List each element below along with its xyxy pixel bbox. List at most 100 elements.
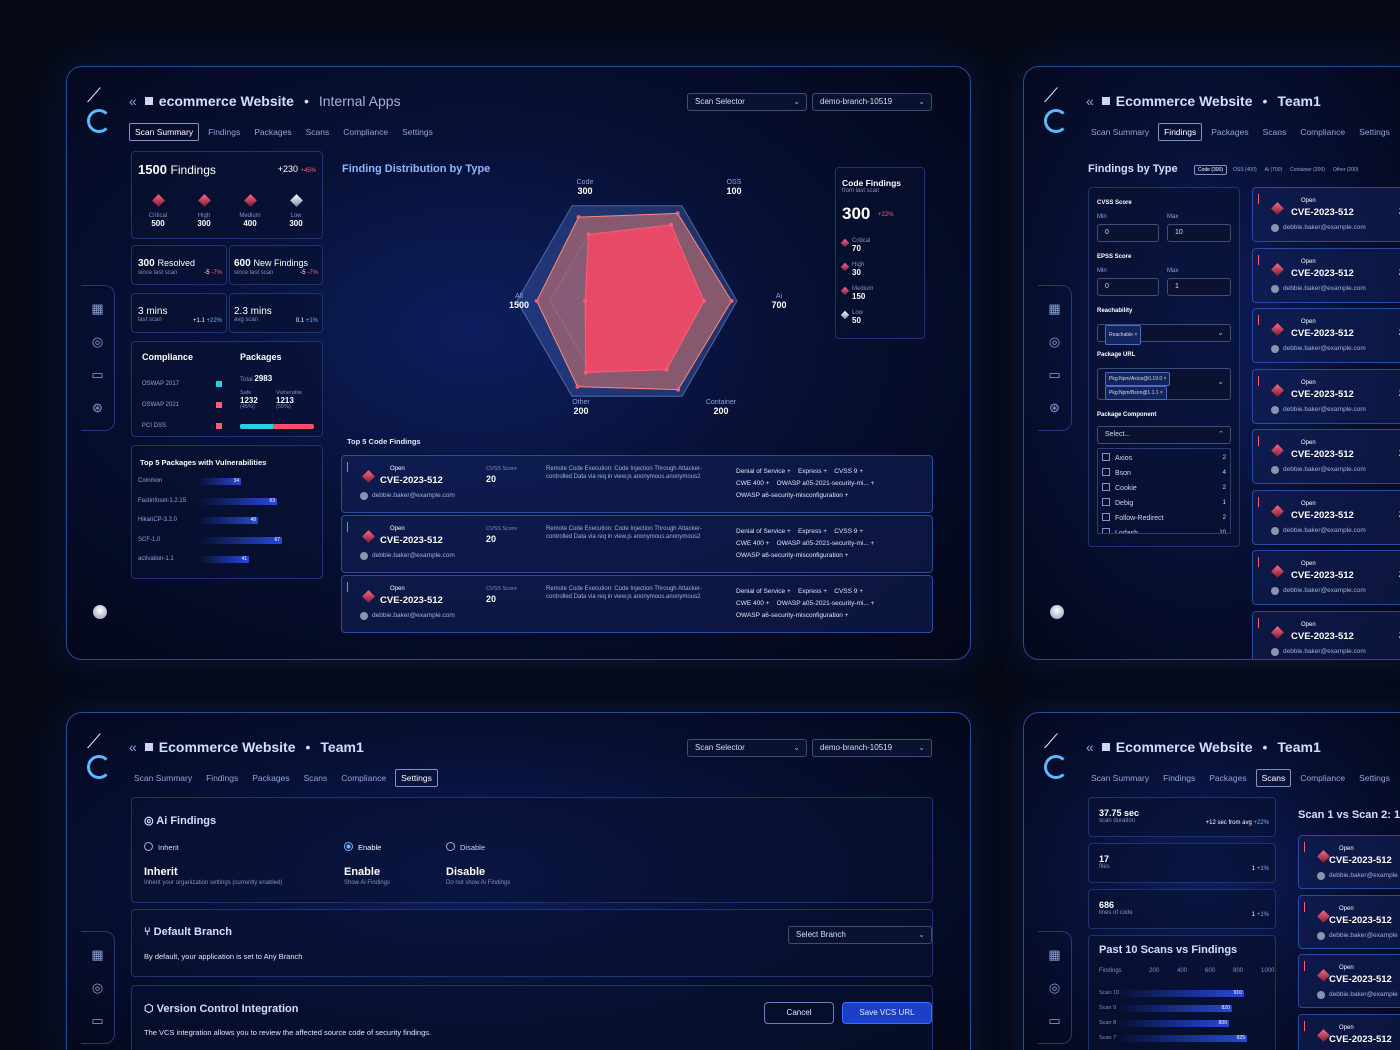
grid-icon[interactable]: ▦	[91, 947, 104, 962]
finding-cve[interactable]: CVE-2023-512	[1291, 207, 1354, 218]
finding-cve[interactable]: CVE-2023-512	[380, 535, 443, 546]
finding-cve[interactable]: CVE-2023-512	[1329, 914, 1392, 926]
monitor-icon[interactable]: ▭	[91, 367, 104, 382]
branch-selector[interactable]: demo-branch-10519 ⌄	[812, 93, 932, 111]
scan-selector[interactable]: Scan Selector ⌄	[687, 739, 807, 757]
back-icon[interactable]: «	[1086, 93, 1094, 109]
finding-row[interactable]: Open CVE-2023-512 debbie.baker@example.com…	[341, 515, 933, 573]
tab-packages[interactable]: Packages	[1211, 127, 1249, 137]
avatar[interactable]	[1050, 605, 1064, 619]
target-icon[interactable]: ◎	[91, 980, 104, 995]
type-tab-other[interactable]: Other (200)	[1332, 167, 1359, 173]
package-url-select[interactable]: Pkg:Npm/Axios@0.19.0 × Pkg:Npm/Bson@1.1.1…	[1097, 368, 1231, 400]
grid-icon[interactable]: ▦	[91, 301, 104, 316]
finding-cve[interactable]: CVE-2023-512	[380, 595, 443, 606]
finding-cve[interactable]: CVE-2023-512	[1291, 388, 1354, 400]
finding-cve[interactable]: CVE-2023-512	[1291, 328, 1354, 339]
target-icon[interactable]: ◎	[1048, 334, 1061, 349]
finding-tags[interactable]: CWE 400 + OWASP a05-2021-security-mi... …	[736, 480, 875, 487]
tab-scan-summary[interactable]: Scan Summary	[1091, 773, 1150, 783]
tab-findings[interactable]: Findings	[1163, 773, 1196, 783]
finding-cve[interactable]: CVE-2023-512	[1291, 570, 1354, 581]
cancel-button[interactable]: Cancel	[764, 1002, 834, 1024]
component-option[interactable]: Bson 4	[1102, 466, 1226, 481]
epss-min-input[interactable]: 0	[1097, 278, 1159, 296]
finding-cve[interactable]: CVE-2023-512	[380, 475, 443, 486]
checkbox-icon[interactable]	[1102, 483, 1110, 491]
finding-tags[interactable]: OWASP a6-security-misconfiguration +	[736, 552, 849, 559]
finding-cve[interactable]: CVE-2023-512	[1329, 974, 1392, 985]
finding-tags[interactable]: Denial of Service + Express + CVSS 9 +	[736, 528, 863, 535]
tab-settings[interactable]: Settings	[402, 127, 433, 137]
tab-settings[interactable]: Settings	[1359, 127, 1390, 137]
finding-row[interactable]: Open CVE-2023-512 debbie.baker@example.com…	[341, 575, 933, 633]
tab-compliance[interactable]: Compliance	[341, 773, 387, 783]
finding-cve[interactable]: CVE-2023-512	[1329, 855, 1392, 866]
type-tab-container[interactable]: Container (200)	[1290, 167, 1325, 173]
checkbox-icon[interactable]	[1102, 498, 1110, 506]
finding-cve[interactable]: CVE-2023-512	[1291, 267, 1354, 279]
monitor-icon[interactable]: ▭	[1048, 1013, 1061, 1028]
finding-cve[interactable]: CVE-2023-512	[1291, 449, 1354, 460]
checkbox-icon[interactable]	[1102, 453, 1110, 461]
finding-tags[interactable]: CWE 400 + OWASP a05-2021-security-mi... …	[736, 600, 875, 607]
tab-scan-summary[interactable]: Scan Summary	[1091, 127, 1150, 137]
finding-tags[interactable]: CWE 400 + OWASP a05-2021-security-mi... …	[736, 540, 875, 547]
finding-card[interactable]: Open CVE-2023-512 debbie.baker@example.com…	[1252, 550, 1400, 605]
tab-scans[interactable]: Scans	[1255, 769, 1292, 787]
radio-inherit[interactable]: Inherit	[144, 842, 179, 852]
finding-card[interactable]: Open CVE-2023-512 debbie.baker@example.com…	[1252, 489, 1400, 545]
target-icon[interactable]: ◎	[1048, 980, 1061, 995]
epss-max-input[interactable]: 1	[1167, 278, 1231, 296]
tab-packages[interactable]: Packages	[1209, 773, 1247, 783]
tab-compliance[interactable]: Compliance	[1300, 127, 1346, 137]
finding-card[interactable]: Open CVE-2023-512 debbie.baker@example.com…	[1252, 368, 1400, 424]
grid-icon[interactable]: ▦	[1048, 301, 1061, 316]
radio-enable[interactable]: Enable	[344, 842, 381, 852]
finding-cve[interactable]: CVE-2023-512	[1291, 509, 1354, 521]
reachable-chip[interactable]: Reachable ×	[1105, 325, 1142, 345]
tab-findings[interactable]: Findings	[1158, 123, 1203, 141]
component-option[interactable]: Follow-Redirect 2	[1102, 511, 1226, 526]
finding-card[interactable]: Open CVE-2023-512 debbie.baker@example.com…	[1252, 247, 1400, 303]
component-option[interactable]: Axios 2	[1102, 451, 1226, 466]
purl-chip[interactable]: Pkg:Npm/Axios@0.19.0 ×	[1105, 372, 1171, 386]
tab-settings[interactable]: Settings	[395, 769, 438, 787]
target-icon[interactable]: ◎	[91, 334, 104, 349]
cvss-max-input[interactable]: 10	[1167, 224, 1231, 242]
tab-scans[interactable]: Scans	[305, 127, 330, 137]
back-icon[interactable]: «	[129, 93, 137, 109]
checkbox-icon[interactable]	[1102, 528, 1110, 533]
type-tab-oss[interactable]: OSS (400)	[1233, 167, 1257, 173]
finding-cve[interactable]: CVE-2023-512	[1291, 630, 1354, 642]
component-option[interactable]: Debig 1	[1102, 496, 1226, 511]
finding-tags[interactable]: OWASP a6-security-misconfiguration +	[736, 612, 849, 619]
checkbox-icon[interactable]	[1102, 513, 1110, 521]
save-vcs-url-button[interactable]: Save VCS URL	[842, 1002, 932, 1024]
finding-row[interactable]: Open CVE-2023-512 debbie.baker@example.com…	[341, 455, 933, 513]
component-option[interactable]: Cookie 2	[1102, 481, 1226, 496]
network-icon[interactable]: ⊛	[1049, 400, 1060, 415]
finding-card[interactable]: Open CVE-2023-512 debbie.baker@example.com…	[1252, 308, 1400, 363]
scan-selector[interactable]: Scan Selector ⌄	[687, 93, 807, 111]
monitor-icon[interactable]: ▭	[91, 1013, 104, 1028]
select-branch-dropdown[interactable]: Select Branch ⌄	[788, 926, 932, 944]
tab-scans[interactable]: Scans	[1262, 127, 1287, 137]
tab-packages[interactable]: Packages	[252, 773, 290, 783]
finding-tags[interactable]: OWASP a6-security-misconfiguration +	[736, 492, 849, 499]
package-component-select[interactable]: Select... ⌃	[1097, 426, 1231, 444]
component-option[interactable]: Lodash 10	[1102, 526, 1226, 533]
tab-scan-summary[interactable]: Scan Summary	[129, 123, 200, 141]
tab-scans[interactable]: Scans	[303, 773, 328, 783]
tab-packages[interactable]: Packages	[254, 127, 292, 137]
tab-compliance[interactable]: Compliance	[1300, 773, 1346, 783]
tab-findings[interactable]: Findings	[208, 127, 241, 137]
checkbox-icon[interactable]	[1102, 468, 1110, 476]
grid-icon[interactable]: ▦	[1048, 947, 1061, 962]
type-tab-code[interactable]: Code (300)	[1194, 165, 1228, 175]
finding-card[interactable]: Open CVE-2023-512 debbie.baker@example.com…	[1252, 429, 1400, 484]
